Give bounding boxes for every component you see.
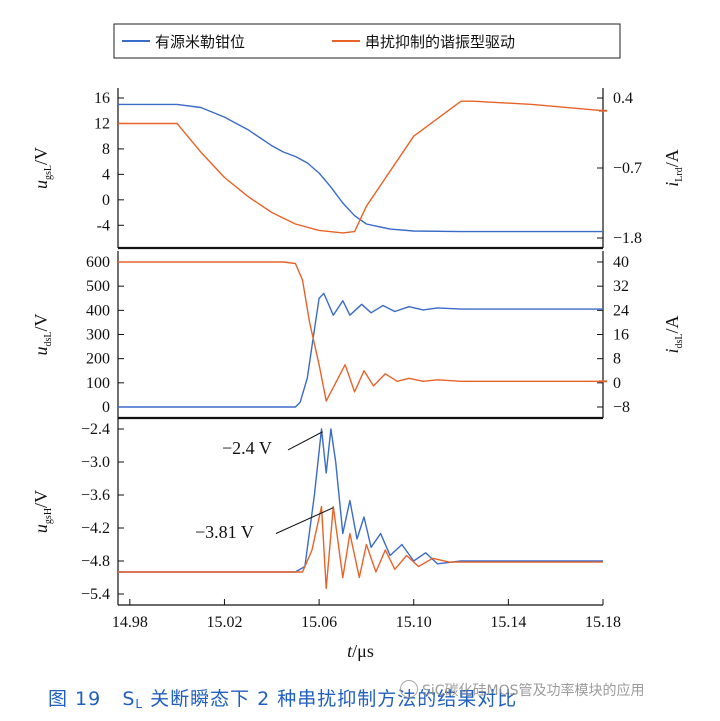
y-tick-label-middle-4: 200: [86, 351, 110, 368]
x-axis-label: t/μs: [347, 641, 374, 661]
y2-label-symbol: i: [662, 348, 682, 353]
y-tick-label-middle-0: 600: [86, 254, 110, 271]
y-tick-label-top-2: 8: [102, 141, 110, 158]
y2-tick-label-top-2: −1.8: [613, 230, 642, 247]
annotation-leader-2: [275, 507, 334, 534]
chart-figure: 有源米勒钳位 串扰抑制的谐振型驱动 1612840-40.4−0.7−1.8ugs…: [31, 23, 685, 661]
x-tick-label-4: 15.14: [490, 614, 526, 631]
x-label-unit: /μs: [352, 641, 374, 661]
y-label-unit: /V: [31, 313, 51, 331]
series-line-bottom-2: [118, 505, 603, 590]
y2-tick-label-middle-2: 24: [613, 302, 629, 319]
y2-axis-label-top: iLrd/A: [662, 149, 685, 186]
y-tick-label-bottom-5: −5.4: [81, 586, 110, 603]
y-tick-label-middle-5: 100: [86, 375, 110, 392]
legend-label-2: 串扰抑制的谐振型驱动: [365, 33, 515, 51]
y2-tick-label-top-0: 0.4: [613, 90, 633, 107]
y-label-subscript: gsH: [43, 508, 54, 524]
series-line-middle-1: [118, 292, 603, 408]
y-tick-label-top-4: 0: [102, 192, 110, 209]
y2-label-symbol: i: [662, 182, 682, 187]
y-tick-label-top-1: 12: [94, 115, 110, 132]
chart-panels: 1612840-40.4−0.7−1.8ugsL/ViLrd/A60050040…: [31, 88, 685, 661]
y-label-subscript: dsL: [43, 332, 54, 347]
x-tick-label-2: 15.06: [301, 614, 337, 631]
series-line-middle-2: [118, 261, 603, 402]
y-tick-label-bottom-2: −3.6: [81, 487, 110, 504]
y-axis-label-middle: udsL/V: [31, 313, 54, 355]
y-tick-label-top-5: -4: [97, 217, 110, 234]
annotation-peak-resonant: −3.81 V: [195, 522, 254, 542]
y2-tick-label-top-1: −0.7: [613, 160, 642, 177]
series-line-top-2: [118, 100, 604, 234]
y-label-unit: /V: [31, 490, 51, 508]
series-line-top-1: [118, 103, 603, 233]
y2-tick-label-middle-5: 0: [613, 375, 621, 392]
y-tick-label-bottom-4: −4.8: [81, 553, 110, 570]
legend: 有源米勒钳位 串扰抑制的谐振型驱动: [113, 23, 621, 59]
y2-tick-label-middle-3: 16: [613, 327, 629, 344]
y2-tick-label-middle-4: 8: [613, 351, 621, 368]
legend-label-1: 有源米勒钳位: [155, 33, 245, 51]
y-tick-label-bottom-3: −4.2: [81, 520, 110, 537]
y-tick-label-top-3: 4: [102, 166, 110, 183]
y2-tick-label-middle-1: 32: [613, 278, 629, 295]
caption-prefix: 图 19: [48, 688, 102, 710]
y-tick-label-bottom-0: −2.4: [81, 421, 110, 438]
wechat-logo-icon: [400, 680, 418, 698]
panel-top: 16 12 8 4 0 -4 0.4 −0.7 −1.8 ugsL/V iLrd/A: [31, 88, 685, 250]
x-tick-label-5: 15.18: [585, 614, 621, 631]
caption-l-subscript: L: [135, 697, 144, 711]
caption-text: 关断瞬态下 2 种串扰抑制方法的结果对比: [150, 688, 518, 710]
y-tick-label-middle-6: 0: [102, 399, 110, 416]
y-label-symbol: u: [31, 347, 51, 356]
y-tick-label-bottom-1: −3.0: [81, 454, 110, 471]
y2-label-subscript: dsL: [674, 333, 685, 348]
y-tick-label-top-0: 16: [94, 90, 110, 107]
x-tick-label-3: 15.10: [396, 614, 432, 631]
y-tick-label-middle-1: 500: [86, 278, 110, 295]
y2-tick-label-middle-6: −8: [613, 399, 630, 416]
x-label-symbol: t: [347, 641, 353, 661]
y-label-unit: /V: [31, 147, 51, 165]
y-axis-label-top: ugsL/V: [31, 147, 54, 189]
y2-label-unit: /A: [662, 315, 682, 333]
x-tick-label-1: 15.02: [206, 614, 242, 631]
y2-label-subscript: Lrd: [674, 167, 685, 181]
y-label-symbol: u: [31, 180, 51, 189]
y-label-subscript: gsL: [43, 165, 54, 180]
y-label-symbol: u: [31, 524, 51, 533]
annotation-peak-miller-clamp: −2.4 V: [222, 438, 272, 458]
caption-s: S: [122, 688, 136, 710]
x-tick-label-0: 14.98: [112, 614, 148, 631]
figure-caption: 图 19 SL 关断瞬态下 2 种串扰抑制方法的结果对比: [48, 684, 517, 711]
panel-middle: 60050040030020010004032241680−8udsL/Vids…: [31, 251, 685, 420]
series-line-bottom-1: [118, 428, 603, 573]
annotation-leader-1: [287, 431, 323, 451]
y2-label-unit: /A: [662, 149, 682, 167]
y-tick-label-middle-2: 400: [86, 302, 110, 319]
y-axis-label-bottom: ugsH/V: [31, 490, 54, 533]
watermark: SiC碳化硅MOS管及功率模块的应用: [400, 680, 645, 700]
y2-tick-label-middle-0: 40: [613, 254, 629, 271]
panel-bottom: −2.4 −3.0 −3.6 −4.2 −4.8 −5.4 ugsH/V 14.98 15.02…: [31, 418, 621, 661]
y2-axis-label-middle: idsL/A: [662, 315, 685, 353]
watermark-text: SiC碳化硅MOS管及功率模块的应用: [422, 683, 645, 699]
y-tick-label-middle-3: 300: [86, 327, 110, 344]
legend-box: [113, 23, 621, 59]
